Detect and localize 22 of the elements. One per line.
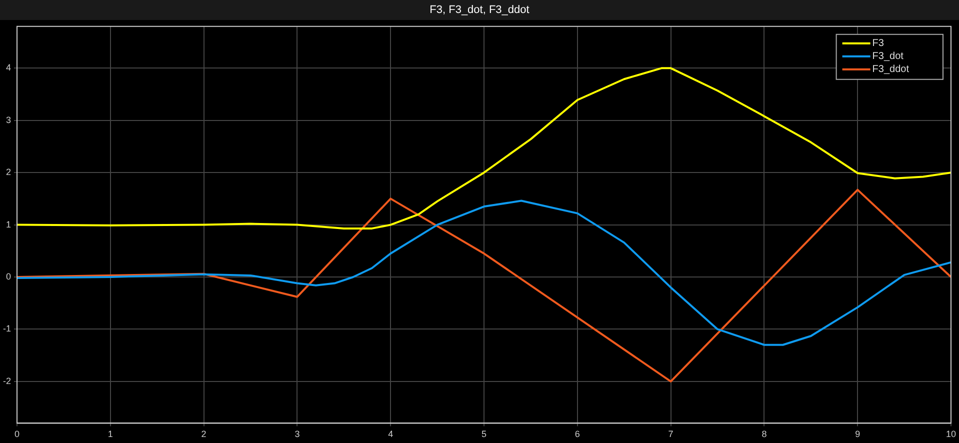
legend-label: F3 <box>872 38 884 50</box>
y-tick-label: -2 <box>2 376 11 386</box>
x-tick-label: 2 <box>201 429 206 440</box>
legend-label: F3_ddot <box>872 64 910 76</box>
x-tick-label: 6 <box>574 429 580 440</box>
x-tick-label: 7 <box>668 429 674 440</box>
chart-title: F3, F3_dot, F3_ddot <box>0 0 959 20</box>
y-tick-label: -1 <box>2 324 11 334</box>
y-tick-label: 3 <box>6 114 11 125</box>
y-tick-label: 4 <box>6 62 11 73</box>
y-tick-label: 2 <box>6 167 11 178</box>
x-tick-label: 0 <box>14 429 20 440</box>
legend-label: F3_dot <box>872 51 904 62</box>
x-tick-label: 4 <box>388 429 394 440</box>
x-tick-label: 1 <box>108 429 113 440</box>
y-tick-label: 0 <box>6 271 11 282</box>
x-tick-label: 3 <box>294 429 300 440</box>
x-tick-label: 5 <box>481 429 487 440</box>
x-tick-label: 9 <box>855 429 860 440</box>
x-tick-label: 10 <box>946 429 956 440</box>
x-tick-label: 8 <box>762 429 767 440</box>
y-tick-label: 1 <box>6 219 11 230</box>
